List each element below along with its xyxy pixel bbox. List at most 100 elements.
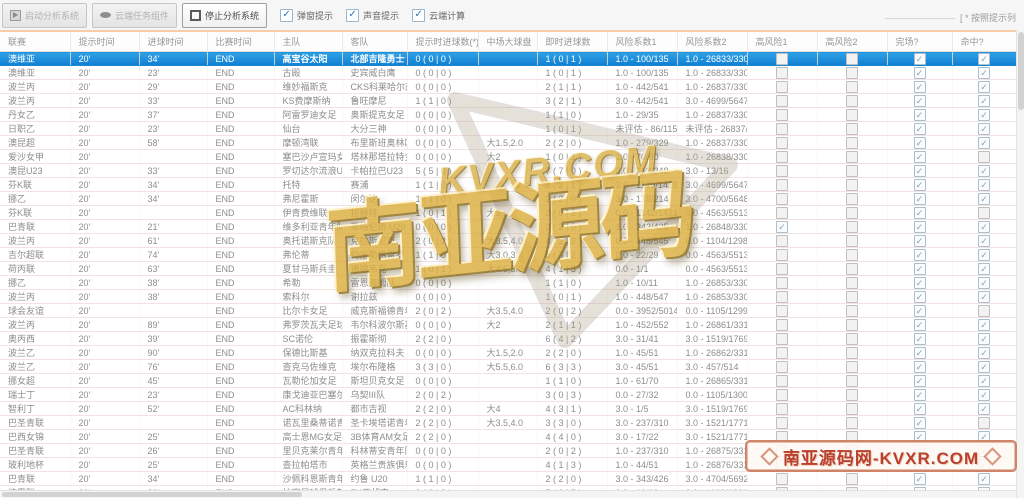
- finished-checkbox[interactable]: ✓: [913, 276, 926, 289]
- high-risk2-checkbox[interactable]: [846, 304, 858, 317]
- high-risk2-checkbox[interactable]: [846, 164, 858, 177]
- high-risk1-checkbox[interactable]: [776, 374, 788, 387]
- table-row[interactable]: 波兰乙 20' 90' END 保德比斯基 纳双克拉科夫 0 ( 0 | 0 ) 大1.5,2…: [0, 345, 1017, 360]
- high-risk2-checkbox[interactable]: [846, 290, 858, 303]
- high-risk1-checkbox[interactable]: [776, 136, 788, 149]
- high-risk2-checkbox[interactable]: [846, 178, 858, 191]
- horizontal-scrollbar-thumb[interactable]: [2, 492, 302, 497]
- hit-checkbox[interactable]: ✓: [978, 388, 990, 401]
- high-risk1-checkbox[interactable]: [776, 66, 788, 79]
- finished-checkbox[interactable]: ✓: [913, 206, 926, 219]
- high-risk2-checkbox[interactable]: [846, 136, 858, 149]
- high-risk2-checkbox[interactable]: [846, 108, 858, 121]
- finished-checkbox[interactable]: ✓: [913, 136, 926, 149]
- table-row[interactable]: 波兰丙 20' 33' END KS费摩斯纳 鲁旺摩尼 1 ( 1 | 0 ) 3 ( 2 |…: [0, 93, 1017, 108]
- finished-checkbox[interactable]: ✓: [913, 220, 926, 233]
- finished-checkbox[interactable]: ✓: [913, 290, 926, 303]
- high-risk2-checkbox[interactable]: [846, 206, 858, 219]
- column-header-13[interactable]: 完场?: [887, 32, 953, 52]
- hit-checkbox[interactable]: ✓: [978, 52, 990, 65]
- high-risk2-checkbox[interactable]: [846, 234, 858, 247]
- high-risk2-checkbox[interactable]: [846, 388, 858, 401]
- high-risk1-checkbox[interactable]: [776, 472, 788, 485]
- finished-checkbox[interactable]: ✓: [913, 416, 926, 429]
- high-risk2-checkbox[interactable]: [846, 150, 858, 163]
- high-risk2-checkbox[interactable]: [846, 66, 858, 79]
- finished-checkbox[interactable]: ✓: [913, 374, 926, 387]
- column-header-8[interactable]: 即时进球数: [537, 32, 608, 52]
- column-header-0[interactable]: 联赛: [0, 32, 71, 52]
- hit-checkbox[interactable]: ✓: [978, 472, 990, 485]
- table-row[interactable]: 波兰丙 20' 38' END 索科尔 谢拉兹 0 ( 0 | 0 ) 1 ( 0 | 1 )…: [0, 289, 1017, 304]
- table-row[interactable]: 荷丙联 20' 63' END 夏甘马斯兵圭 诸德韦克 1 ( 0 | 1 ) 大4.5,5.…: [0, 261, 1017, 276]
- high-risk2-checkbox[interactable]: [846, 80, 858, 93]
- finished-checkbox[interactable]: ✓: [913, 318, 926, 331]
- finished-checkbox[interactable]: ✓: [913, 94, 926, 107]
- hit-checkbox[interactable]: ✓: [978, 220, 990, 233]
- hit-checkbox[interactable]: ✓: [978, 276, 990, 289]
- high-risk2-checkbox[interactable]: [846, 360, 858, 373]
- finished-checkbox[interactable]: ✓: [913, 262, 926, 275]
- column-header-1[interactable]: 提示时间: [70, 32, 140, 52]
- table-row[interactable]: 芬K联 20' 34' END 托特 赛浦 1 ( 1 | 0 ) 3 ( 2 | 1 ) 3.…: [0, 177, 1017, 192]
- hit-checkbox[interactable]: ✓: [978, 108, 990, 121]
- table-row[interactable]: 日职乙 20' 23' END 仙台 大分三神 0 ( 0 | 0 ) 1 ( 0 | 1 )…: [0, 121, 1017, 136]
- column-header-4[interactable]: 主队: [274, 32, 343, 52]
- hit-checkbox[interactable]: [978, 206, 990, 219]
- hit-checkbox[interactable]: ✓: [978, 234, 990, 247]
- hit-checkbox[interactable]: ✓: [978, 136, 990, 149]
- finished-checkbox[interactable]: ✓: [913, 332, 926, 345]
- finished-checkbox[interactable]: ✓: [913, 122, 926, 135]
- hit-checkbox[interactable]: ✓: [978, 346, 990, 359]
- hit-checkbox[interactable]: ✓: [978, 318, 990, 331]
- high-risk1-checkbox[interactable]: [776, 122, 788, 135]
- hit-checkbox[interactable]: ✓: [978, 66, 990, 79]
- finished-checkbox[interactable]: ✓: [913, 360, 926, 373]
- table-row[interactable]: 智利丁 20' 52' END AC科林纳 都市吉视 2 ( 2 | 0 ) 大4 4 ( 3 …: [0, 401, 1017, 416]
- finished-checkbox[interactable]: ✓: [913, 108, 926, 121]
- table-row[interactable]: 挪乙 20' 38' END 希勒 雷恩海姆队 0 ( 0 | 0 ) 1 ( 1 | 0 )…: [0, 275, 1017, 290]
- hit-checkbox[interactable]: ✓: [978, 192, 990, 205]
- finished-checkbox[interactable]: ✓: [913, 304, 926, 317]
- high-risk2-checkbox[interactable]: [846, 220, 858, 233]
- popup-alert-checkbox[interactable]: ✓ 弹窗提示: [280, 8, 333, 22]
- high-risk1-checkbox[interactable]: [776, 262, 788, 275]
- high-risk2-checkbox[interactable]: [846, 248, 858, 261]
- table-row[interactable]: 瑞士丁 20' 23' END 康戈迪亚巴塞尔 乌契III队 2 ( 0 | 2 ) 3 ( …: [0, 387, 1017, 402]
- high-risk1-checkbox[interactable]: [776, 164, 788, 177]
- hit-checkbox[interactable]: ✓: [978, 80, 990, 93]
- high-risk2-checkbox[interactable]: [846, 122, 858, 135]
- column-header-3[interactable]: 比赛时间: [207, 32, 275, 52]
- finished-checkbox[interactable]: ✓: [913, 164, 926, 177]
- high-risk1-checkbox[interactable]: [776, 80, 788, 93]
- table-row[interactable]: 挪乙 20' 34' END 弗尼霍斯 闵尔达 1 ( 1 | 0 ) 2 ( 2 | 0 )…: [0, 191, 1017, 206]
- high-risk1-checkbox[interactable]: [776, 192, 788, 205]
- high-risk2-checkbox[interactable]: [846, 52, 858, 65]
- finished-checkbox[interactable]: ✓: [913, 80, 926, 93]
- table-row[interactable]: 波兰丙 20' 61' END 奥托诺斯克队 克拉斯尼克 2 ( 0 | 2 ) 大3.5,4…: [0, 233, 1017, 248]
- start-analysis-button[interactable]: 启动分析系统: [2, 2, 88, 28]
- finished-checkbox[interactable]: ✓: [913, 150, 926, 163]
- high-risk1-checkbox[interactable]: [776, 234, 788, 247]
- horizontal-scrollbar[interactable]: [0, 490, 1016, 498]
- hit-checkbox[interactable]: [978, 150, 990, 163]
- high-risk2-checkbox[interactable]: [846, 318, 858, 331]
- high-risk1-checkbox[interactable]: [776, 206, 788, 219]
- high-risk1-checkbox[interactable]: [776, 178, 788, 191]
- hit-checkbox[interactable]: [978, 416, 990, 429]
- table-row[interactable]: 奥丙西 20' 39' END SC诺伦 振霍斯彻 2 ( 2 | 0 ) 6 ( 4 | 2…: [0, 331, 1017, 346]
- column-header-5[interactable]: 客队: [342, 32, 408, 52]
- finished-checkbox[interactable]: ✓: [913, 178, 926, 191]
- stop-analysis-button[interactable]: 停止分析系统: [182, 2, 268, 28]
- high-risk1-checkbox[interactable]: [776, 416, 788, 429]
- high-risk1-checkbox[interactable]: [776, 346, 788, 359]
- high-risk1-checkbox[interactable]: [776, 360, 788, 373]
- high-risk1-checkbox[interactable]: [776, 318, 788, 331]
- high-risk1-checkbox[interactable]: [776, 304, 788, 317]
- finished-checkbox[interactable]: ✓: [913, 472, 926, 485]
- table-row[interactable]: 芬K联 20' END 伊青费维联 拉赫特 1 ( 0 | 1 ) 大3 2 ( 0 | 2 …: [0, 205, 1017, 220]
